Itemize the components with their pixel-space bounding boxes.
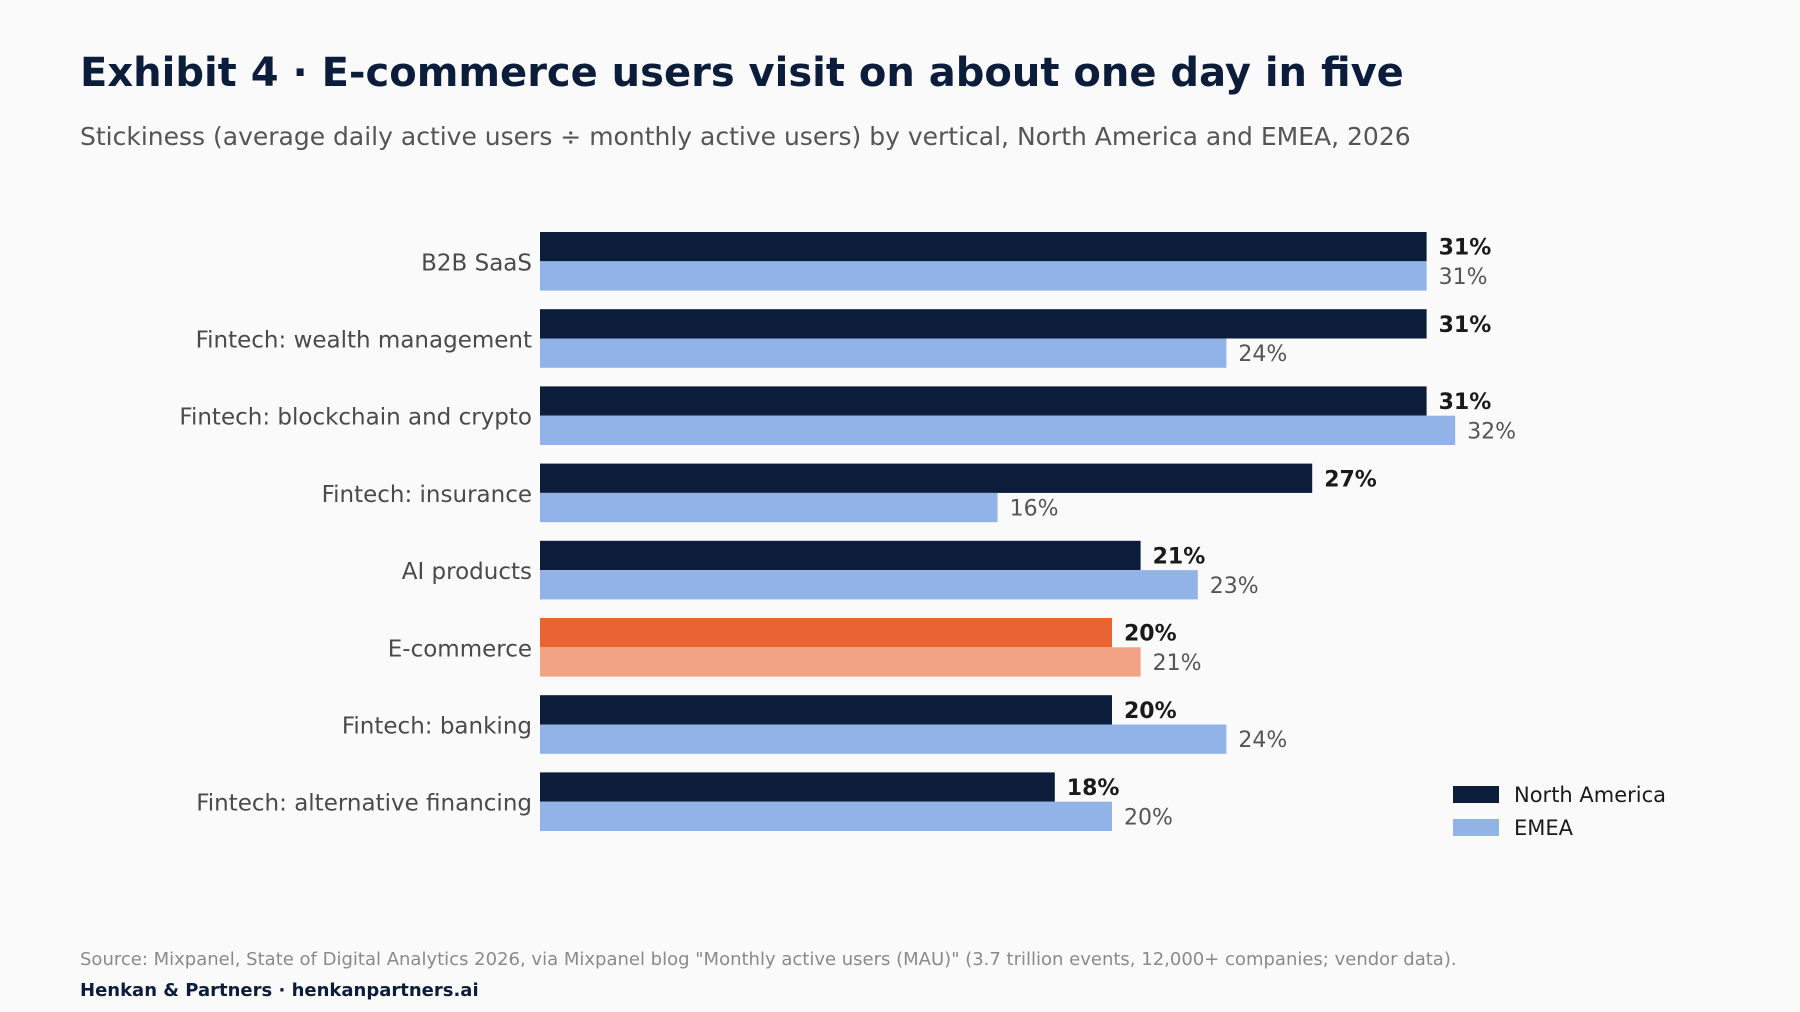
value-label-emea-fintech-wealth-management: 24% (1238, 342, 1287, 367)
bar-emea-b2b-saas (540, 261, 1427, 291)
value-label-north-america-ai-products: 21% (1153, 544, 1206, 569)
legend: North America EMEA (1453, 783, 1666, 840)
category-label-fintech-alternative-financing: Fintech: alternative financing (196, 791, 532, 817)
bar-chart: B2B SaaS 31% 31% Fintech: wealth management… (179, 232, 1666, 840)
bar-north-america-b2b-saas (540, 232, 1427, 262)
value-label-north-america-fintech-alternative-financing: 18% (1067, 776, 1120, 801)
legend-label-north-america: North America (1514, 783, 1666, 807)
bar-emea-fintech-insurance (540, 492, 998, 523)
bar-north-america-fintech-banking (540, 695, 1112, 725)
bar-north-america-ai-products (540, 540, 1141, 571)
bar-north-america-fintech-alternative-financing (540, 772, 1055, 802)
bar-emea-ai-products (540, 570, 1198, 600)
value-label-north-america-fintech-banking: 20% (1124, 699, 1177, 724)
value-label-north-america-fintech-insurance: 27% (1324, 467, 1377, 492)
category-label-fintech-blockchain-and-crypto: Fintech: blockchain and crypto (179, 405, 532, 431)
source-note: Source: Mixpanel, State of Digital Analy… (80, 949, 1457, 970)
value-label-north-america-fintech-blockchain-and-crypto: 31% (1439, 390, 1492, 415)
value-label-emea-fintech-banking: 24% (1238, 728, 1287, 753)
bar-north-america-fintech-blockchain-and-crypto (540, 386, 1427, 416)
bar-north-america-e-commerce (540, 618, 1112, 648)
category-label-ai-products: AI products (402, 559, 532, 585)
category-label-fintech-wealth-management: Fintech: wealth management (196, 328, 532, 354)
category-label-e-commerce: E-commerce (388, 636, 532, 662)
bar-emea-fintech-blockchain-and-crypto (540, 415, 1456, 445)
bar-emea-fintech-wealth-management (540, 338, 1227, 368)
chart-title: Exhibit 4 · E-commerce users visit on ab… (80, 50, 1404, 96)
bar-group: B2B SaaS 31% 31% Fintech: wealth management… (179, 232, 1516, 831)
category-label-b2b-saas: B2B SaaS (421, 250, 532, 276)
value-label-north-america-fintech-wealth-management: 31% (1439, 313, 1492, 338)
category-label-fintech-banking: Fintech: banking (342, 714, 532, 740)
legend-label-emea: EMEA (1514, 816, 1574, 840)
bar-north-america-fintech-wealth-management (540, 309, 1427, 339)
brand-footer: Henkan & Partners · henkanpartners.ai (80, 980, 479, 1001)
legend-swatch-emea (1453, 819, 1499, 836)
value-label-emea-b2b-saas: 31% (1439, 265, 1488, 290)
bar-north-america-fintech-insurance (540, 463, 1313, 493)
bar-emea-fintech-banking (540, 724, 1227, 754)
value-label-emea-fintech-blockchain-and-crypto: 32% (1467, 419, 1516, 444)
value-label-emea-ai-products: 23% (1210, 574, 1259, 599)
value-label-emea-e-commerce: 21% (1153, 651, 1202, 676)
legend-swatch-north-america (1453, 786, 1499, 803)
value-label-emea-fintech-insurance: 16% (1010, 497, 1059, 522)
category-label-fintech-insurance: Fintech: insurance (322, 482, 532, 508)
chart-subtitle: Stickiness (average daily active users ÷… (80, 122, 1411, 151)
value-label-north-america-b2b-saas: 31% (1439, 236, 1492, 261)
bar-emea-fintech-alternative-financing (540, 801, 1112, 831)
value-label-north-america-e-commerce: 20% (1124, 622, 1177, 647)
bar-emea-e-commerce (540, 647, 1141, 677)
value-label-emea-fintech-alternative-financing: 20% (1124, 805, 1173, 830)
